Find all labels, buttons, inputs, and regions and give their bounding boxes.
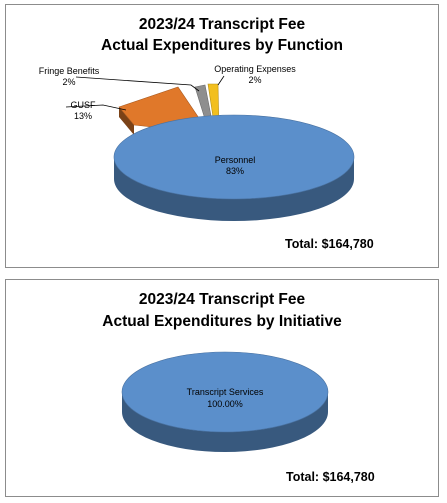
slice-gusf-side xyxy=(119,107,134,135)
label-fringe-benefits-pct: 2% xyxy=(62,77,75,87)
chart2-title-line2: Actual Expenditures by Initiative xyxy=(102,313,342,330)
leader-line-3 xyxy=(217,75,225,86)
initiative-chart-panel: 2023/24 Transcript Fee Actual Expenditur… xyxy=(5,279,439,497)
initiative-pie-chart: Transcript Services 100.00% xyxy=(121,351,329,452)
chart2-total: Total: $164,780 xyxy=(286,470,375,484)
slice-personnel-side xyxy=(114,157,354,221)
slice-transcript-services-side xyxy=(122,392,328,452)
leader-line-2 xyxy=(65,104,127,111)
chart1-title-line1: 2023/24 Transcript Fee xyxy=(138,16,306,33)
leader-line-1 xyxy=(75,76,200,92)
function-chart-panel: 2023/24 Transcript Fee Actual Expenditur… xyxy=(5,4,439,268)
label-transcript-services: Transcript Services xyxy=(187,387,264,397)
chart1-title-line2: Actual Expenditures by Function xyxy=(101,37,343,54)
label-transcript-services-pct: 100.00% xyxy=(207,399,243,409)
label-gusf-pct: 13% xyxy=(74,111,92,121)
slice-transcript-services xyxy=(121,351,329,433)
label-operating-expenses-pct: 2% xyxy=(248,75,261,85)
label-personnel: Personnel xyxy=(215,155,256,165)
chart1-total: Total: $164,780 xyxy=(285,237,374,251)
chart2-title-line1: 2023/24 Transcript Fee xyxy=(138,291,306,308)
slice-personnel xyxy=(113,114,355,200)
label-fringe-benefits: Fringe Benefits xyxy=(39,66,100,76)
label-gusf: GUSF xyxy=(70,100,96,110)
label-personnel-pct: 83% xyxy=(226,166,244,176)
label-operating-expenses: Operating Expenses xyxy=(214,64,296,74)
